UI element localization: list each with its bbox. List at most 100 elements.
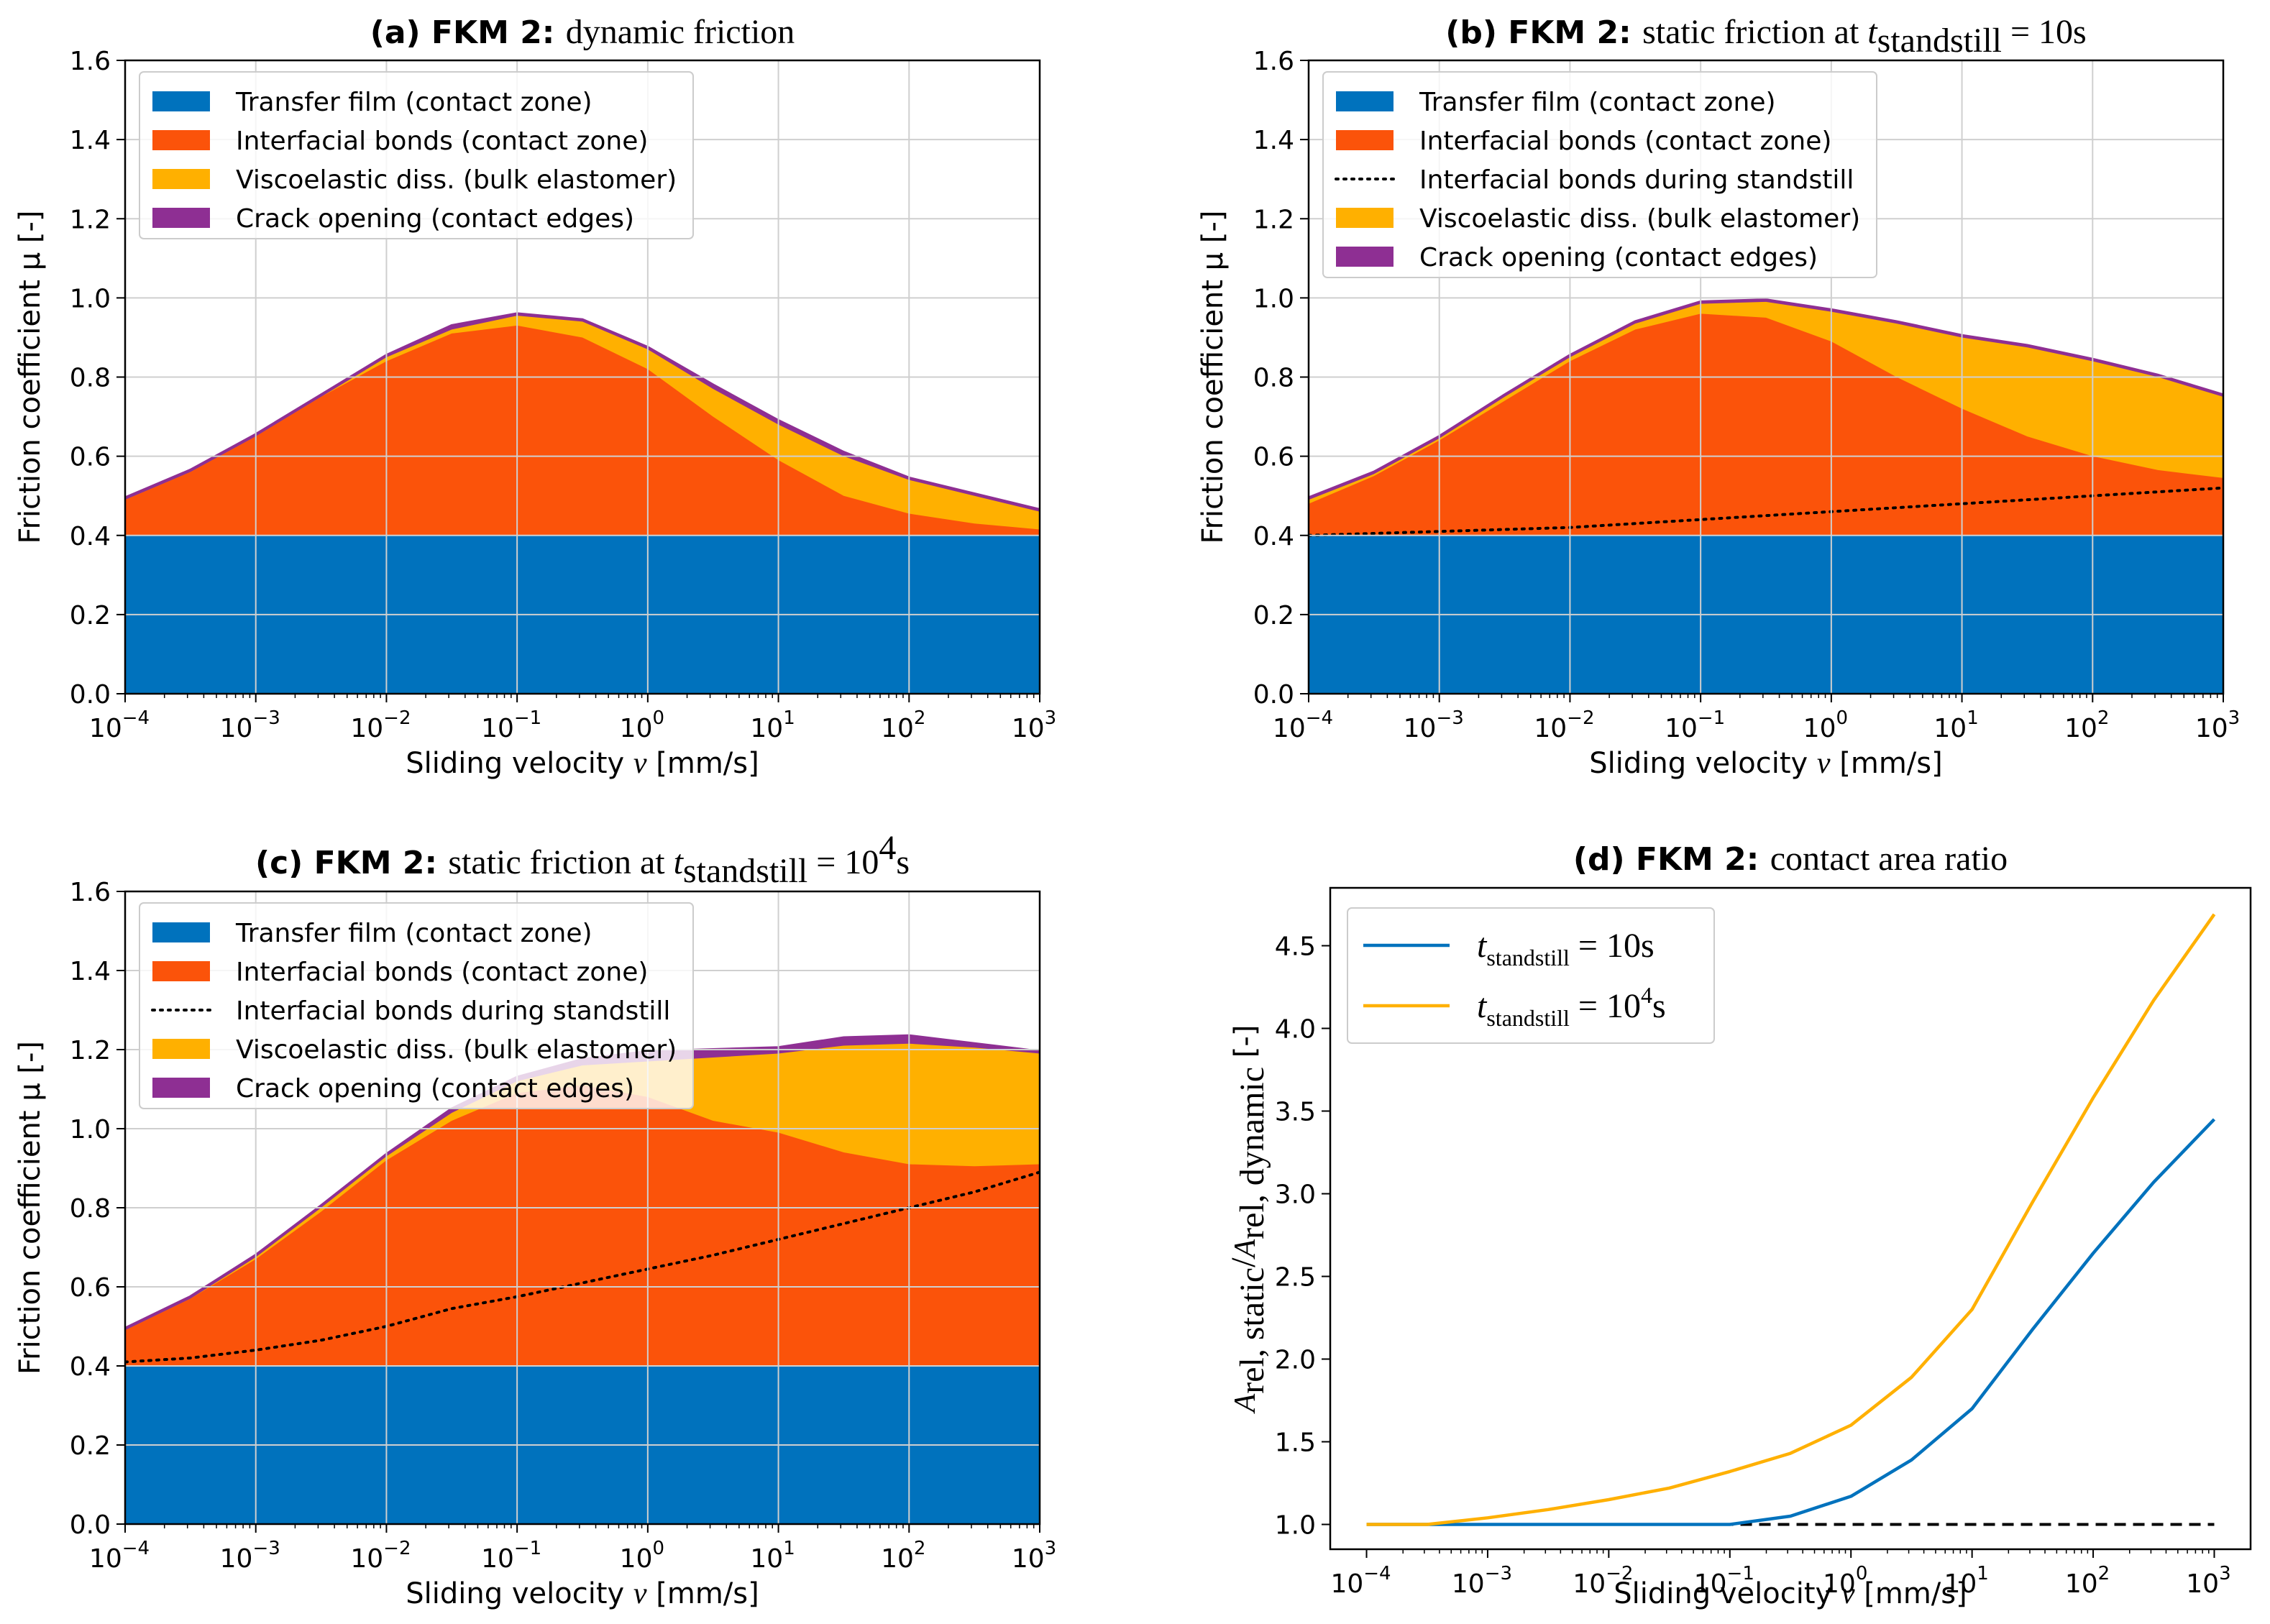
series-line-line_1e4s: [1366, 913, 2216, 1526]
y-tick-label: 0.2: [70, 601, 111, 630]
legend-label: Crack opening (contact edges): [236, 204, 634, 234]
title-bold: (a) FKM 2:: [370, 14, 566, 51]
legend-subscript: standstill: [1486, 1005, 1570, 1031]
y-tick-label: 2.0: [1275, 1346, 1316, 1375]
legend-equation: = 10s: [1570, 927, 1655, 965]
x-axis-label: Sliding velocity v [mm/s]: [1589, 747, 1942, 780]
y-tick-label: 0.2: [1253, 601, 1294, 630]
x-tick-exponent: 1: [1977, 1563, 1989, 1584]
legend-label: Viscoelastic diss. (bulk elastomer): [1419, 204, 1860, 234]
legend-label: Interfacial bonds during standstill: [1419, 165, 1854, 195]
legend-label: Transfer film (contact zone): [1419, 88, 1776, 117]
x-tick-exponent: −2: [1606, 1563, 1633, 1584]
x-tick-label: 10−1: [1694, 1563, 1754, 1599]
series-line-line_10s: [1366, 1118, 2216, 1526]
y-tick-label: 0.4: [70, 522, 111, 551]
y-tick-label: 0.2: [70, 1431, 111, 1461]
y-tick-label: 0.6: [70, 1273, 111, 1303]
x-axis-label-symbol: v: [633, 747, 647, 780]
x-axis-label: Sliding velocity v [mm/s]: [406, 1577, 759, 1610]
legend-subscript: standstill: [1486, 945, 1570, 971]
x-tick-exponent: −2: [1567, 707, 1594, 729]
x-tick-base: 10: [1012, 1544, 1045, 1574]
x-tick-exponent: −1: [1727, 1563, 1754, 1584]
x-tick-base: 10: [2195, 714, 2228, 743]
y-axis-label: Friction coefficient μ [-]: [14, 210, 47, 543]
y-tick-label: 0.8: [70, 364, 111, 393]
x-axis-label-symbol: v: [1817, 747, 1831, 780]
title-superscript: 4: [879, 829, 896, 867]
x-tick-base: 10: [1330, 1569, 1363, 1599]
x-tick-exponent: 3: [1045, 1538, 1057, 1559]
x-tick-exponent: −4: [1363, 1563, 1391, 1584]
x-tick-base: 10: [881, 1544, 914, 1574]
legend-symbol: t: [1477, 987, 1488, 1025]
x-axis-label: Sliding velocity v [mm/s]: [1614, 1577, 1967, 1610]
y-tick-label: 1.0: [70, 284, 111, 313]
x-tick-label: 10−2: [1573, 1563, 1633, 1599]
x-tick-label: 101: [1933, 707, 1978, 743]
legend: Transfer film (contact zone) Interfacial …: [139, 71, 694, 239]
y-label-subscript-2: rel, dynamic: [1233, 1067, 1271, 1239]
x-tick-label: 102: [2065, 1563, 2110, 1599]
y-axis-label: Friction coefficient μ [-]: [1196, 210, 1230, 543]
y-tick-label: 1.4: [70, 126, 111, 155]
title-text: static friction at: [1642, 13, 1859, 51]
y-tick-label: 1.4: [70, 957, 111, 986]
legend-label: tstandstill = 10s: [1477, 927, 1655, 971]
x-tick-exponent: −1: [514, 707, 541, 729]
x-tick-label: 101: [750, 1538, 795, 1574]
x-tick-base: 10: [1534, 714, 1567, 743]
y-tick-label: 0.6: [1253, 443, 1294, 472]
dotted-standstill-line: [1309, 486, 2223, 537]
x-tick-label: 10−1: [1665, 707, 1725, 743]
legend-label: Viscoelastic diss. (bulk elastomer): [236, 165, 677, 195]
y-label-unit: [-]: [1229, 1025, 1262, 1067]
x-tick-exponent: −4: [122, 707, 150, 729]
title-symbol: t: [665, 843, 685, 881]
x-tick-base: 10: [1404, 714, 1437, 743]
x-tick-label: 102: [881, 1538, 925, 1574]
legend-swatch: [1336, 130, 1393, 150]
x-tick-base: 10: [350, 714, 383, 743]
panel-b: 10−4 10−3 10−2 10−1 100 101 102 1030.00.20.40.6…: [1196, 13, 2240, 780]
x-tick-base: 10: [220, 1544, 253, 1574]
y-axis-label: Friction coefficient μ [-]: [14, 1041, 47, 1375]
y-label-subscript: rel, static: [1233, 1267, 1271, 1394]
y-tick-label: 3.5: [1275, 1098, 1316, 1127]
legend-label: Transfer film (contact zone): [235, 88, 592, 117]
legend: Transfer film (contact zone) Interfacial …: [139, 902, 694, 1109]
x-tick-base: 10: [620, 1544, 653, 1574]
y-tick-label: 0.8: [70, 1194, 111, 1224]
x-tick-label: 100: [1803, 707, 1848, 743]
x-tick-base: 10: [1012, 714, 1045, 743]
x-tick-base: 10: [89, 1544, 122, 1574]
legend-frame: [1347, 907, 1715, 1044]
y-tick-label: 1.4: [1253, 126, 1294, 155]
legend-label: Crack opening (contact edges): [1419, 243, 1818, 272]
x-tick-exponent: 2: [2098, 1563, 2110, 1584]
panel-d: 10−4 10−3 10−2 10−1 100 101 102 1031.01.52.02.5…: [1225, 840, 2252, 1610]
y-label-slash: /: [1225, 1257, 1263, 1267]
x-tick-base: 10: [1803, 714, 1836, 743]
x-tick-label: 10−4: [1273, 707, 1333, 743]
x-axis-label-text: Sliding velocity: [1614, 1577, 1841, 1610]
legend-swatch: [152, 961, 210, 981]
legend-label: Transfer film (contact zone): [235, 919, 592, 948]
legend-label: Interfacial bonds (contact zone): [236, 958, 648, 987]
panel-a: 10−4 10−3 10−2 10−1 100 101 102 1030.00.20.40.6…: [14, 13, 1056, 780]
x-tick-base: 10: [481, 1544, 514, 1574]
x-tick-base: 10: [1944, 1569, 1977, 1599]
x-tick-label: 102: [881, 707, 925, 743]
y-tick-label: 1.2: [70, 1036, 111, 1065]
x-tick-exponent: −3: [252, 707, 280, 729]
title-symbol: t: [1859, 13, 1878, 51]
plot-frame: [1329, 886, 2252, 1551]
title-subscript: standstill: [1877, 22, 2002, 60]
y-label-symbol-2: A: [1229, 1239, 1262, 1260]
x-tick-exponent: 1: [1967, 707, 1979, 729]
panel-c: 10−4 10−3 10−2 10−1 100 101 102 1030.00.20.40.6…: [14, 829, 1056, 1610]
title-equation: = 10s: [2002, 13, 2087, 51]
